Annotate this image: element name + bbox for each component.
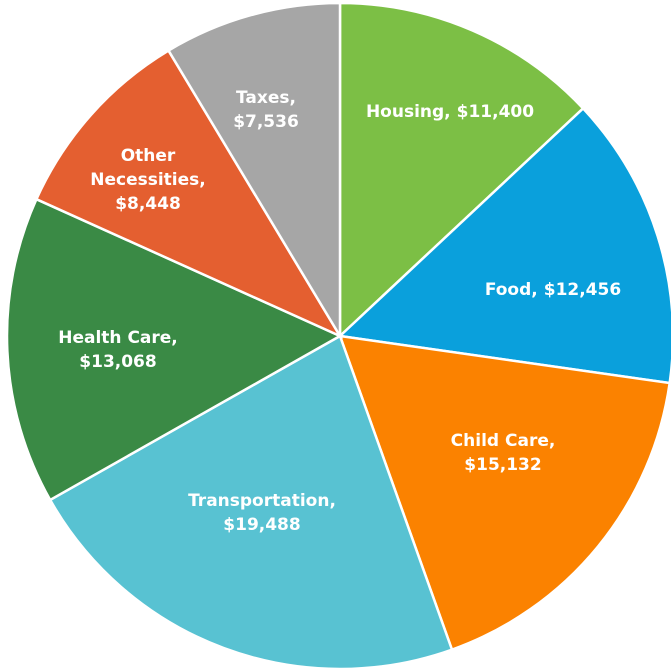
slice-label: Health Care, $13,068 [38,326,198,374]
slice-label: Other Necessities, $8,448 [88,144,208,216]
value-label: $11,400 [456,102,535,122]
slice-label: Taxes, $7,536 [216,86,316,134]
slice-label: Housing, $11,400 [330,100,570,124]
slice-label: Food, $12,456 [453,278,653,302]
value-label: $13,068 [79,352,157,372]
slice-label: Child Care, $15,132 [423,429,583,477]
pie-slice [338,1,585,339]
value-label: $12,456 [543,280,622,300]
pie-slice [338,334,671,652]
pie-slice [5,197,343,502]
category-label: Taxes, [236,88,296,108]
value-label: $8,448 [115,194,181,214]
pie-slice [337,106,671,385]
category-label: Housing, [365,102,451,122]
slice-label: Transportation, $19,488 [162,489,362,537]
pie-slice [34,48,344,339]
category-label: Food, [484,280,538,300]
pie-slice [166,1,342,341]
value-label: $7,536 [233,112,299,132]
category-label: Transportation, [188,491,336,511]
value-label: $19,488 [223,515,301,535]
category-label: Child Care, [450,431,556,451]
category-label: Other Necessities, [90,146,206,190]
category-label: Health Care, [58,328,178,348]
pie-slice [48,334,454,671]
value-label: $15,132 [464,455,542,475]
